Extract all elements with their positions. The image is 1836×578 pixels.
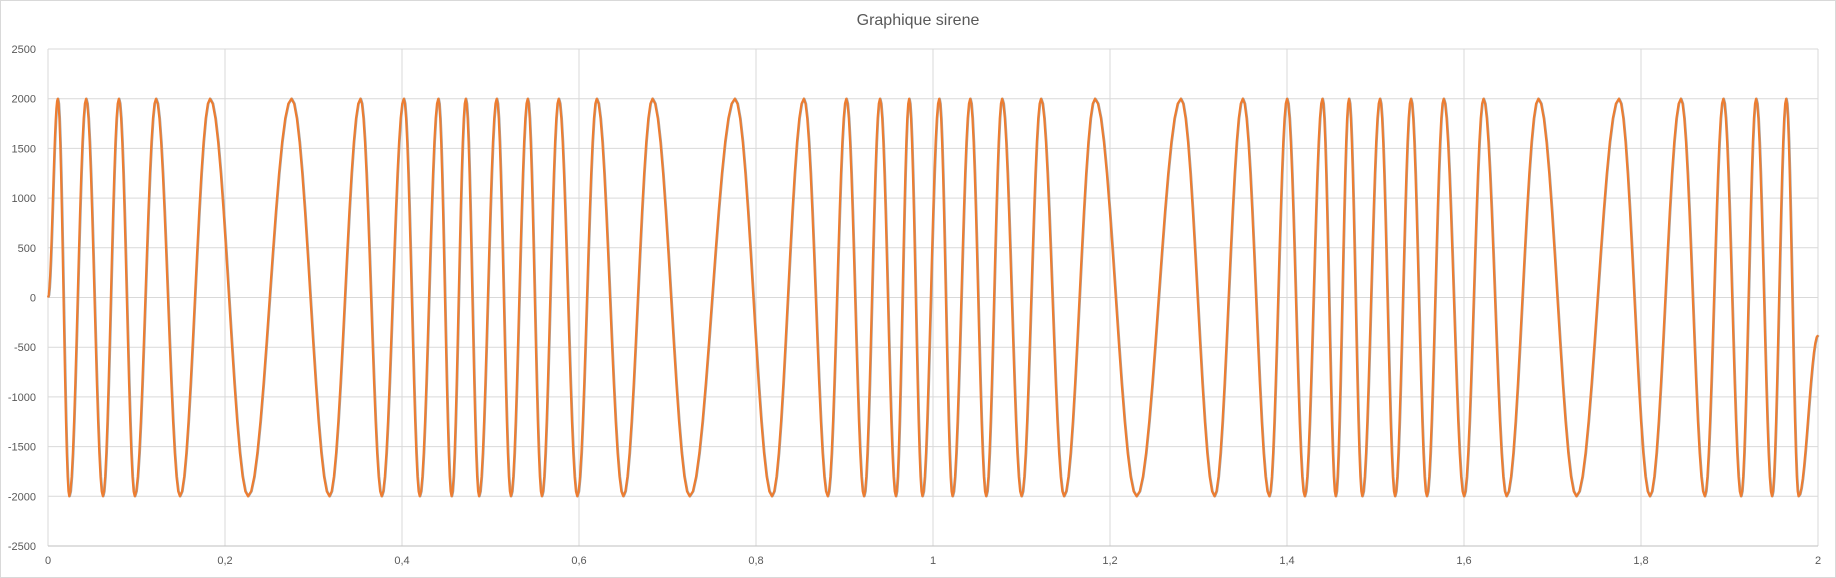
y-tick-label: 0 — [30, 293, 36, 305]
y-tick-label: -1500 — [8, 442, 36, 454]
y-tick-label: 2000 — [12, 94, 36, 106]
y-axis-tick-labels: 2500 2000 1500 1000 500 0 -500 -1000 -1500 -2000 -… — [8, 44, 36, 553]
y-tick-label: -1000 — [8, 392, 36, 404]
x-tick-label: 0,6 — [571, 555, 586, 567]
chart-title: Graphique sirene — [856, 12, 980, 29]
x-tick-label: 1 — [930, 555, 936, 567]
y-tick-label: -2500 — [8, 541, 36, 553]
x-tick-label: 2 — [1815, 555, 1821, 567]
x-tick-label: 0,4 — [394, 555, 409, 567]
x-tick-label: 0 — [45, 555, 51, 567]
x-tick-label: 0,8 — [748, 555, 763, 567]
x-axis-tick-labels: 0 0,2 0,4 0,6 0,8 1 1,2 1,4 1,6 1,8 2 — [45, 555, 1821, 567]
series-lines — [46, 97, 1820, 498]
gridlines — [47, 48, 1819, 547]
y-tick-label: 1000 — [12, 193, 36, 205]
y-tick-label: 2500 — [12, 44, 36, 56]
x-tick-label: 1,2 — [1102, 555, 1117, 567]
y-tick-label: -500 — [14, 342, 36, 354]
x-tick-label: 1,8 — [1633, 555, 1648, 567]
x-tick-label: 1,6 — [1456, 555, 1471, 567]
y-tick-label: -2000 — [8, 491, 36, 503]
x-tick-label: 0,2 — [217, 555, 232, 567]
y-tick-label: 500 — [18, 243, 36, 255]
y-tick-label: 1500 — [12, 143, 36, 155]
x-tick-label: 1,4 — [1279, 555, 1294, 567]
series-line-1 — [46, 97, 1819, 498]
